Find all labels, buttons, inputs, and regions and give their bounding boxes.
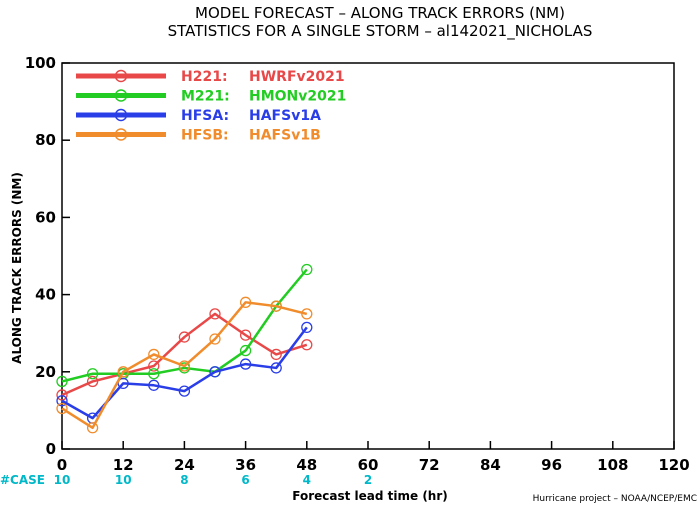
x-tick-label: 36 — [235, 456, 256, 474]
case-count-value: 6 — [241, 473, 249, 487]
credit-text: Hurricane project – NOAA/NCEP/EMC — [533, 494, 697, 504]
series-layer — [56, 263, 313, 434]
x-tick-label: 12 — [113, 456, 134, 474]
case-count-value: 10 — [54, 473, 71, 487]
data-point — [178, 360, 191, 372]
legend-name: HWRFv2021 — [249, 69, 345, 85]
data-point — [270, 348, 282, 361]
data-point — [86, 375, 99, 388]
x-tick-label: 96 — [541, 456, 562, 474]
chart-title-line-2: STATISTICS FOR A SINGLE STORM – al142021… — [168, 22, 593, 41]
legend-item: HFSB: HAFSv1B — [76, 128, 321, 144]
legend-swatch-marker — [114, 128, 128, 141]
case-count-value: 10 — [115, 473, 132, 487]
data-point — [148, 368, 160, 380]
data-point — [209, 308, 221, 320]
data-point — [148, 379, 160, 391]
y-tick-label: 0 — [46, 440, 56, 458]
data-point — [86, 368, 99, 380]
legend-swatch-marker — [114, 89, 128, 102]
x-axis-label: Forecast lead time (hr) — [292, 489, 448, 503]
x-tick-label: 108 — [597, 456, 628, 474]
x-tick-label: 60 — [358, 456, 379, 474]
legend-item: HFSA: HAFSv1A — [76, 108, 321, 124]
case-count-value: 4 — [303, 473, 311, 487]
legend-item: H221: HWRFv2021 — [76, 69, 345, 85]
data-point — [301, 308, 313, 320]
y-axis-label: ALONG TRACK ERRORS (NM) — [10, 172, 24, 364]
data-point — [209, 333, 221, 345]
y-tick-label: 80 — [35, 131, 56, 149]
data-point — [239, 358, 252, 370]
legend-code: H221: — [181, 69, 228, 85]
data-point — [148, 360, 160, 372]
case-count-value: 2 — [364, 473, 372, 487]
data-point — [239, 296, 252, 308]
data-point — [56, 375, 68, 388]
case-count-label: #CASE — [0, 473, 45, 487]
x-tick-label: 72 — [419, 456, 440, 474]
legend-name: HAFSv1A — [249, 108, 321, 124]
data-point — [117, 366, 129, 378]
y-axis: 0 20 40 60 80 100 — [25, 54, 70, 458]
x-tick-label: 24 — [174, 456, 195, 474]
legend-name: HAFSv1B — [249, 128, 321, 144]
data-point — [178, 331, 191, 343]
plot-frame — [61, 62, 675, 450]
x-tick-label: 48 — [296, 456, 317, 474]
data-point — [56, 395, 68, 407]
data-point — [270, 300, 282, 312]
data-point — [178, 385, 191, 397]
data-point — [239, 329, 252, 341]
legend-code: M221: — [181, 89, 230, 105]
y-tick-label: 100 — [25, 54, 56, 72]
y-tick-label: 60 — [35, 208, 56, 226]
legend-name: HMONv2021 — [249, 89, 346, 105]
case-counts: 10 10 8 6 4 2 — [54, 473, 373, 487]
series-hafsv1b — [56, 296, 313, 434]
case-count-value: 8 — [180, 473, 188, 487]
legend-code: HFSB: — [181, 128, 229, 144]
legend-code: HFSA: — [181, 108, 229, 124]
legend: H221: HWRFv2021 M221: HMONv2021 HFSA: HAFSv1A… — [76, 69, 346, 144]
legend-item: M221: HMONv2021 — [76, 89, 346, 105]
legend-swatch-marker — [114, 69, 128, 83]
data-point — [301, 263, 313, 276]
x-axis: 0 12 24 36 48 60 72 84 96 108 120 — [57, 441, 690, 474]
x-tick-label: 84 — [480, 456, 501, 474]
chart-title-line-1: MODEL FORECAST – ALONG TRACK ERRORS (NM) — [195, 4, 565, 22]
data-point — [148, 348, 160, 361]
series-line — [61, 312, 308, 397]
data-point — [239, 344, 252, 357]
data-point — [56, 402, 68, 415]
legend-swatch-marker — [114, 108, 128, 122]
y-tick-label: 20 — [35, 363, 56, 381]
x-tick-label: 0 — [57, 456, 67, 474]
data-point — [301, 321, 313, 334]
x-tick-label: 120 — [658, 456, 689, 474]
y-tick-label: 40 — [35, 286, 56, 304]
data-point — [209, 366, 221, 378]
data-point — [301, 339, 313, 351]
data-point — [56, 389, 68, 401]
data-point — [86, 422, 99, 434]
data-point — [270, 362, 282, 374]
series-line — [61, 268, 308, 383]
series-line — [61, 301, 308, 430]
